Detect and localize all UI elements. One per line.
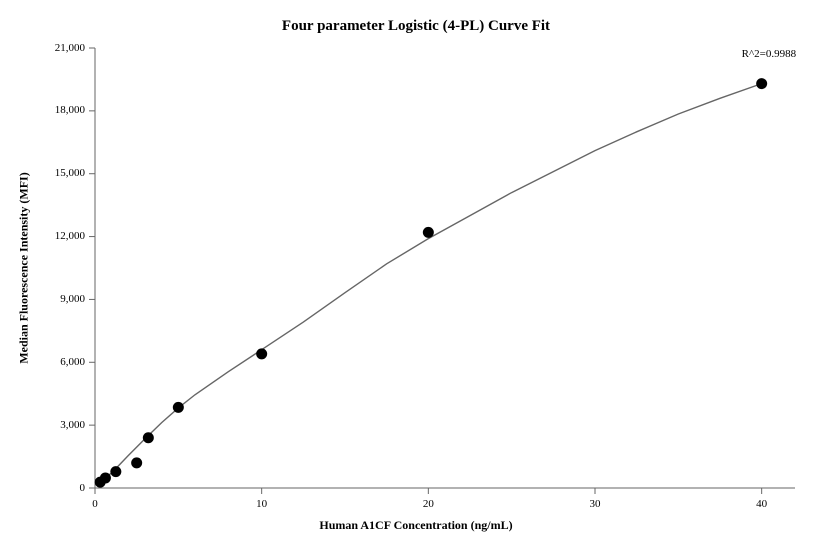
- y-tick-label: 18,000: [55, 104, 85, 116]
- y-tick-label: 9,000: [60, 293, 85, 305]
- x-tick-label: 20: [423, 498, 434, 510]
- x-tick-label: 0: [92, 498, 98, 510]
- y-tick-label: 6,000: [60, 356, 85, 368]
- plot-svg: [0, 0, 832, 560]
- x-tick-label: 40: [756, 498, 767, 510]
- y-tick-label: 3,000: [60, 419, 85, 431]
- chart-container: Four parameter Logistic (4-PL) Curve Fit…: [0, 0, 832, 560]
- x-tick-label: 10: [256, 498, 267, 510]
- y-tick-label: 12,000: [55, 230, 85, 242]
- y-tick-label: 21,000: [55, 42, 85, 54]
- x-tick-label: 30: [590, 498, 601, 510]
- y-tick-label: 15,000: [55, 167, 85, 179]
- y-tick-label: 0: [80, 482, 86, 494]
